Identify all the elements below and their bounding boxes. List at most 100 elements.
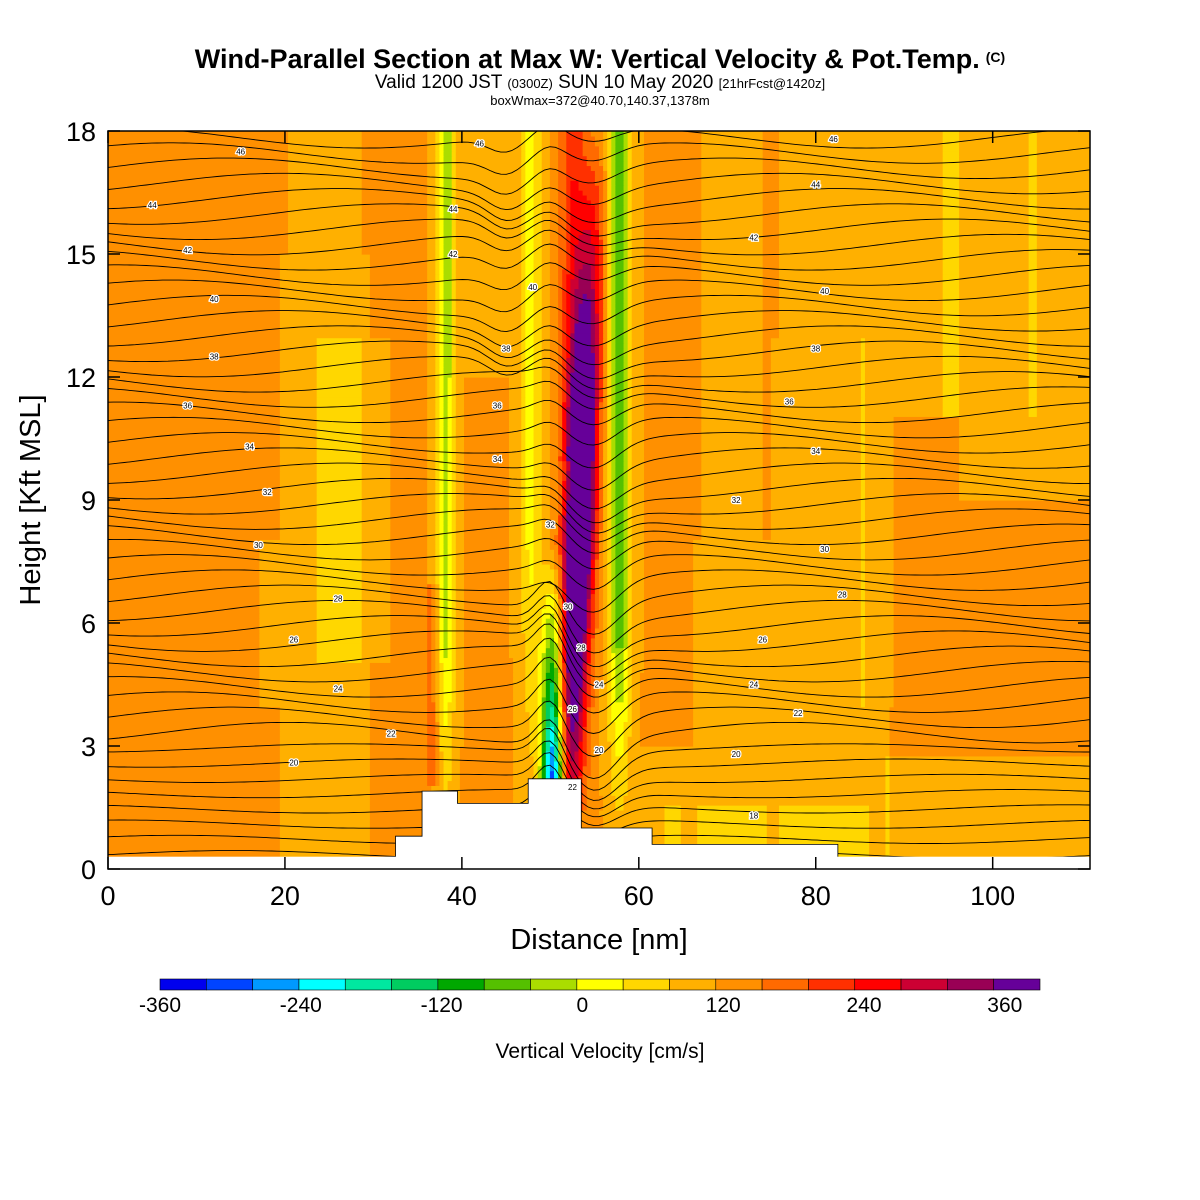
- velocity-cell: [959, 244, 1030, 250]
- velocity-cell: [562, 534, 567, 540]
- velocity-cell: [701, 450, 764, 457]
- velocity-cell: [590, 593, 596, 599]
- velocity-cell: [864, 342, 944, 349]
- velocity-cell: [631, 618, 645, 624]
- velocity-cell: [525, 239, 535, 245]
- velocity-cell: [451, 416, 457, 422]
- velocity-cell: [594, 357, 600, 363]
- velocity-cell: [631, 554, 645, 560]
- velocity-cell: [590, 588, 596, 595]
- velocity-cell: [533, 391, 543, 398]
- velocity-cell: [361, 568, 391, 575]
- velocity-cell: [566, 637, 584, 644]
- velocity-cell: [541, 445, 551, 452]
- velocity-cell: [627, 529, 633, 536]
- velocity-cell: [762, 504, 772, 511]
- velocity-cell: [701, 416, 764, 422]
- velocity-cell: [611, 470, 616, 476]
- velocity-cell: [553, 741, 559, 747]
- velocity-cell: [541, 549, 555, 555]
- velocity-cell: [627, 770, 887, 777]
- velocity-cell: [590, 632, 596, 639]
- velocity-cell: [553, 647, 559, 654]
- velocity-cell: [361, 642, 391, 649]
- velocity-cell: [435, 337, 441, 344]
- velocity-cell: [889, 750, 1090, 757]
- velocity-cell: [594, 568, 600, 575]
- velocity-cell: [390, 652, 428, 659]
- velocity-cell: [435, 755, 441, 762]
- velocity-cell: [427, 278, 436, 285]
- velocity-cell: [582, 672, 588, 678]
- velocity-cell: [578, 308, 592, 314]
- velocity-cell: [279, 760, 371, 767]
- velocity-cell: [558, 623, 563, 629]
- velocity-cell: [439, 652, 445, 659]
- velocity-cell: [558, 381, 563, 388]
- velocity-cell: [574, 367, 596, 373]
- velocity-cell: [627, 736, 641, 742]
- velocity-cell: [566, 691, 571, 698]
- velocity-cell: [451, 190, 457, 196]
- velocity-cell: [701, 244, 764, 250]
- velocity-cell: [582, 682, 588, 688]
- velocity-cell: [279, 347, 318, 353]
- velocity-cell: [427, 445, 436, 452]
- velocity-cell: [549, 239, 559, 245]
- velocity-cell: [288, 199, 363, 206]
- velocity-cell: [762, 239, 780, 245]
- velocity-cell: [558, 194, 567, 201]
- velocity-cell: [545, 706, 551, 713]
- velocity-cell: [435, 618, 441, 624]
- velocity-cell: [701, 475, 764, 481]
- velocity-cell: [361, 386, 391, 393]
- velocity-cell: [590, 509, 596, 516]
- velocity-cell: [611, 426, 616, 432]
- velocity-cell: [627, 706, 633, 713]
- velocity-cell: [631, 209, 645, 216]
- velocity-cell: [603, 372, 608, 378]
- velocity-cell: [390, 352, 428, 358]
- velocity-cell: [607, 209, 612, 216]
- velocity-cell: [435, 347, 441, 353]
- velocity-cell: [553, 632, 559, 639]
- velocity-cell: [369, 696, 428, 703]
- velocity-cell: [590, 549, 596, 555]
- velocity-cell: [443, 416, 449, 422]
- velocity-cell: [1028, 337, 1038, 344]
- velocity-cell: [623, 391, 629, 398]
- velocity-cell: [439, 229, 445, 235]
- velocity-cell: [455, 544, 465, 550]
- velocity-cell: [521, 608, 543, 614]
- velocity-cell: [463, 406, 510, 413]
- velocity-cell: [463, 529, 510, 536]
- velocity-cell: [566, 598, 588, 604]
- velocity-cell: [762, 283, 780, 290]
- velocity-cell: [435, 288, 441, 294]
- velocity-cell: [864, 519, 895, 526]
- velocity-cell: [521, 244, 526, 250]
- velocity-cell: [435, 396, 441, 403]
- velocity-cell: [697, 809, 768, 816]
- velocity-cell: [451, 593, 457, 599]
- velocity-cell: [631, 234, 645, 240]
- velocity-cell: [108, 337, 281, 344]
- velocity-cell: [566, 436, 571, 442]
- velocity-cell: [603, 603, 608, 609]
- velocity-cell: [594, 475, 600, 481]
- velocity-cell: [279, 834, 371, 841]
- velocity-cell: [525, 544, 535, 550]
- velocity-cell: [451, 613, 457, 619]
- velocity-cell: [279, 736, 371, 742]
- velocity-cell: [439, 239, 445, 245]
- velocity-cell: [893, 485, 960, 491]
- velocity-cell: [521, 554, 531, 560]
- velocity-cell: [590, 475, 596, 481]
- velocity-cell: [525, 372, 535, 378]
- velocity-cell: [623, 662, 629, 668]
- velocity-cell: [594, 313, 600, 319]
- velocity-cell: [603, 229, 608, 235]
- velocity-cell: [525, 185, 535, 191]
- velocity-cell: [779, 819, 870, 826]
- velocity-cell: [1036, 273, 1090, 280]
